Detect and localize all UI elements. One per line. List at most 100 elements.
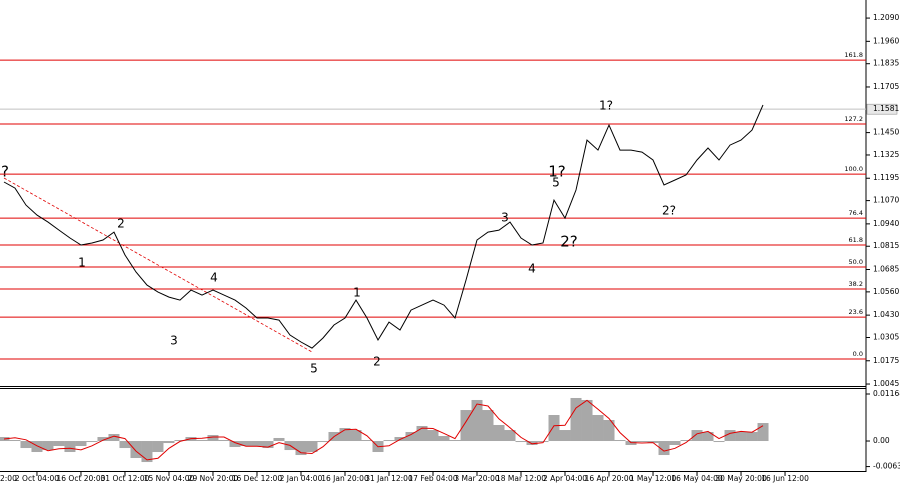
y-tick-label: 1.1450 [873,128,899,137]
histogram-bar [229,441,241,448]
y-tick-label: 0.00 [873,436,890,445]
y-tick-label: 1.1705 [873,82,899,91]
histogram-bar [680,440,692,442]
y-tick-label: 1.0430 [873,310,899,319]
histogram-bar [31,441,43,453]
histogram-bar [658,441,670,456]
histogram-bar [207,435,219,442]
wave-label: 3 [170,334,178,348]
x-tick-label: 18 Mar 12:00 [496,474,546,483]
y-tick-label: 1.0045 [873,379,899,388]
x-tick-label: 29 Nov 20:00 [188,474,239,483]
histogram-bar [53,441,65,447]
x-tick-label: 16 Jun 12:00 [761,474,809,483]
histogram-bar [746,431,758,442]
histogram-bar [636,441,648,443]
x-tick-label: 15 Nov 04:00 [144,474,195,483]
histogram-bar [361,440,373,442]
histogram-bar [504,430,516,442]
histogram-bar [152,441,164,453]
fib-label: 127.2 [844,115,863,123]
histogram-bar [713,441,725,443]
histogram-bar [559,430,571,442]
x-tick-label: 16 Jan 20:00 [321,474,369,483]
histogram-bar [614,440,626,442]
x-tick-label: 31 Oct 12:00 [101,474,150,483]
wave-label: 2? [662,204,676,218]
y-tick-label: 1.1960 [873,36,899,45]
y-tick-label: 1.2090 [873,13,899,22]
histogram-bar [669,441,681,446]
histogram-bar [350,430,362,442]
histogram-bar [97,437,109,442]
y-tick-label: 1.0685 [873,265,899,274]
histogram-bar [570,397,582,442]
wave-label: 1? [599,99,613,113]
y-tick-label: 1.1835 [873,59,899,68]
histogram-bar [64,441,76,453]
histogram-bar [218,440,230,442]
histogram-bar [493,424,505,442]
histogram-bar [262,441,274,449]
x-tick-label: 16 Apr 20:00 [585,474,634,483]
histogram-bar [339,428,351,442]
x-tick-label: 16 Oct 20:00 [57,474,106,483]
histogram-bar [592,415,604,442]
current-price-box [866,103,898,115]
x-tick-label: 16 Dec 12:00 [232,474,283,483]
histogram-bar [757,423,769,442]
histogram-bar [20,441,32,449]
histogram-bar [416,426,428,442]
fib-label: 161.8 [844,51,863,59]
histogram-bar [515,441,527,443]
histogram-bar [383,440,395,442]
current-price-label: 1.1581 [873,104,899,113]
wave-label: 3 [501,211,509,225]
histogram-bar [108,434,120,442]
histogram-bar [295,441,307,456]
y-tick-label: 1.0305 [873,333,899,342]
x-tick-label: 30 May 20:00 [715,474,767,483]
histogram-bar [306,441,318,453]
histogram-bar [647,441,659,444]
x-tick-label: 2 Apr 04:00 [543,474,587,483]
histogram-bar [240,441,252,447]
y-tick-label: 1.0815 [873,241,899,250]
wave-label: 1? [548,163,566,181]
fib-label: 61.8 [849,236,863,244]
histogram-bar [691,430,703,442]
histogram-bar [581,399,593,442]
histogram-bar [130,441,142,459]
histogram-bar [482,410,494,442]
y-tick-label: 1.1070 [873,196,899,205]
fib-label: 76.4 [849,209,863,217]
histogram-bar [141,441,153,463]
histogram-bar [526,441,538,446]
histogram-bar [735,431,747,442]
fib-label: 23.6 [849,308,863,316]
histogram-bar [438,436,450,442]
y-tick-label: 1.0175 [873,356,899,365]
histogram-bar [427,430,439,442]
histogram-bar [449,440,461,442]
y-tick-label: 1.0940 [873,219,899,228]
histogram-bar [460,410,472,442]
x-tick-label: 3 Mar 20:00 [454,474,500,483]
wave-label: 2? [560,233,578,251]
histogram-bar [702,431,714,442]
x-tick-label: 17 Feb 04:00 [408,474,457,483]
wave-label: 2 [373,355,381,369]
histogram-bar [119,441,131,449]
histogram-bar [86,441,98,443]
fib-label: 50.0 [849,258,863,266]
x-tick-label: 2:00 [0,474,17,483]
histogram-bar [603,420,615,442]
y-tick-label: 1.1195 [873,173,899,182]
histogram-bar [724,430,736,442]
wave-label: 5 [552,176,560,190]
histogram-bar [42,441,54,451]
histogram-bar [471,399,483,442]
histogram-bar [163,441,175,444]
y-tick-label: 1.1325 [873,150,899,159]
